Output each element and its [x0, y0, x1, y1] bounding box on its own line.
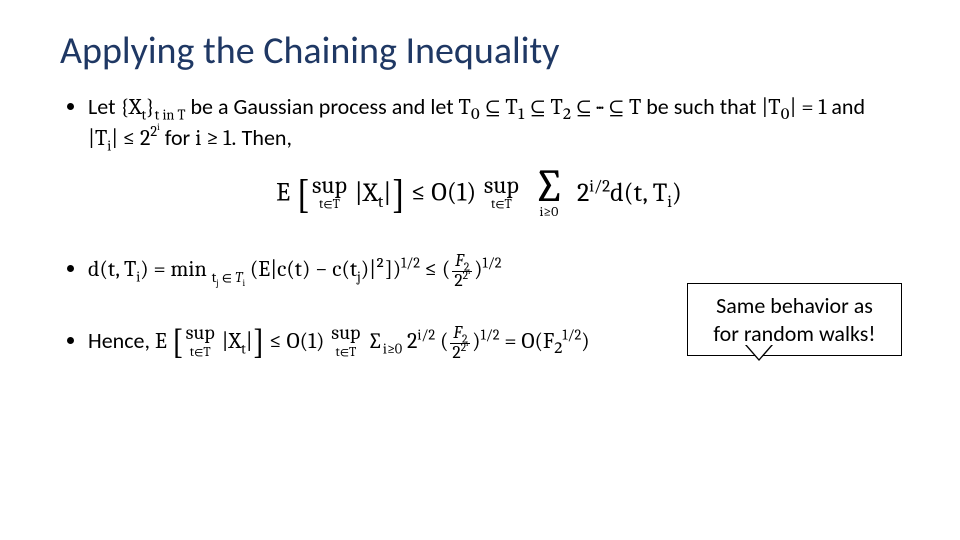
- b1-cond: i ≥ 1: [195, 125, 231, 151]
- b1-process: {Xt}t in T: [120, 94, 185, 120]
- b3-supword2: sup: [331, 324, 360, 342]
- b3-end-half: 1/2: [562, 327, 581, 344]
- b3-sup-1: sup t∈T: [186, 324, 215, 362]
- eq-term: 2i/2d(t, Ti): [577, 178, 682, 208]
- b2-den-2: 2: [454, 271, 462, 291]
- b1-Ti-b: | ≤ 2: [111, 125, 150, 151]
- b1-Ti-sup: 2i: [150, 123, 159, 140]
- b3-lb: [: [172, 322, 184, 362]
- b3-leq: ≤ O(1): [269, 328, 329, 354]
- b3-E: E: [155, 328, 167, 354]
- b3-supunder1: t∈T: [186, 344, 215, 362]
- b3-close: ): [472, 328, 480, 354]
- sigma-icon: ∑: [533, 167, 566, 207]
- b1-proc-close: }: [146, 94, 155, 120]
- b1-text: Let {Xt}t in T be a Gaussian process and…: [88, 93, 865, 151]
- b1-pre: Let: [88, 93, 120, 120]
- b2-min-Ti-i: i: [242, 279, 245, 289]
- eq-term-b: d(t, T: [610, 178, 667, 208]
- b2-d: )|²]): [361, 256, 401, 282]
- b3-half: 1/2: [481, 327, 500, 344]
- slide: Applying the Chaining Inequality Let {Xt…: [0, 0, 960, 540]
- eq-big-sum: ∑i≥0: [533, 167, 566, 222]
- b3-sup-2: sup t∈T: [331, 324, 360, 362]
- b3-rb: ]: [253, 322, 265, 362]
- b3-frac: F222i: [450, 324, 470, 362]
- eq-supword2: sup: [484, 176, 519, 194]
- b3-absXt-a: |X: [222, 328, 242, 354]
- b2-den-sup: 2i: [463, 269, 470, 282]
- eq-sup-1: supt∈T: [312, 176, 347, 214]
- b3-absXt-b: |: [246, 328, 253, 354]
- callout-box: Same behavior as for random walks!: [687, 283, 902, 356]
- b2-b: ) = min: [140, 256, 211, 282]
- eq-E: E: [276, 178, 290, 208]
- eq-lb: [: [296, 172, 310, 218]
- eq-rb: ]: [391, 172, 405, 218]
- b1-for: for: [160, 124, 195, 151]
- b1-and: and: [826, 93, 865, 120]
- b3-absXt: |Xt|: [222, 328, 253, 354]
- b3-sum-lower: i≥0: [383, 341, 402, 358]
- b2-close: ): [474, 256, 482, 282]
- b2-leq: ≤ (: [420, 256, 450, 282]
- b2-frac-den: 22i: [452, 272, 472, 290]
- b2-min-under: tj ∈ Ti: [212, 269, 245, 286]
- eq-supword1: sup: [312, 176, 347, 194]
- callout-line2: for random walks!: [698, 320, 891, 348]
- eq-term-c: ): [672, 178, 682, 208]
- b2-min-in: ∈: [219, 269, 236, 286]
- b1-then: . Then,: [231, 124, 292, 151]
- b2-half1: 1/2: [401, 255, 420, 272]
- b3-den-sup: 2i: [461, 341, 468, 354]
- b2-a: d(t, T: [88, 256, 136, 282]
- eq-absXt-a: |X: [355, 178, 378, 208]
- main-inequality: E [supt∈T |Xt|] ≤ O(1) supt∈T ∑i≥0 2i/2d…: [58, 167, 900, 222]
- b1-Ti: |Ti| ≤ 22i: [88, 125, 160, 151]
- b2-c: (E|c(t) − c(t: [250, 256, 357, 282]
- callout-tail-inner: [746, 344, 772, 359]
- b3-supword1: sup: [186, 324, 215, 342]
- b2-den-exp-i: i: [468, 267, 470, 276]
- b1-mid2: be such that: [641, 93, 761, 120]
- b1-T0: |T₀| = 1: [761, 94, 826, 120]
- b3-sum: ∑: [367, 328, 383, 354]
- eq-leq: ≤ O(1): [411, 178, 482, 208]
- eq-absXt: |Xt|: [355, 178, 392, 208]
- bullet-1: Let {Xt}t in T be a Gaussian process and…: [88, 92, 900, 222]
- b3-end: = O(F₂: [504, 328, 562, 354]
- eq-term-a: 2: [577, 178, 589, 208]
- b1-proc-subT: t in T: [155, 106, 186, 123]
- slide-title: Applying the Chaining Inequality: [60, 28, 900, 74]
- b1-Ti-a: |T: [88, 125, 107, 151]
- b3-2: 2: [407, 328, 417, 354]
- b3-expr: E [supt∈T |Xt|] ≤ O(1) supt∈T ∑i≥0 2i/2 …: [155, 328, 590, 354]
- eq-term-exp: i/2: [589, 177, 610, 196]
- eq-sup-2: supt∈T: [484, 176, 519, 214]
- b3-supunder2: t∈T: [331, 344, 360, 362]
- b3-den-2: 2: [452, 343, 460, 363]
- b1-proc: {X: [120, 94, 141, 120]
- b3-hence: Hence,: [88, 327, 155, 354]
- callout-line1: Same behavior as: [698, 292, 891, 320]
- b3-end-close: ): [581, 328, 589, 354]
- b1-chain: T₀ ⊆ T₁ ⊆ T₂ ⊆ ··· ⊆ T: [459, 94, 642, 120]
- b2-frac: F222i: [452, 252, 472, 290]
- b2-half2: 1/2: [483, 255, 502, 272]
- b3-den-exp-i: i: [466, 339, 468, 348]
- b2-line: d(t, Ti) = min tj ∈ Ti (E|c(t) − c(tj)|²…: [88, 256, 501, 282]
- b1-mid1: be a Gaussian process and let: [186, 93, 459, 120]
- b3-frac-den: 22i: [450, 344, 470, 362]
- b3-i2: i/2: [417, 327, 435, 344]
